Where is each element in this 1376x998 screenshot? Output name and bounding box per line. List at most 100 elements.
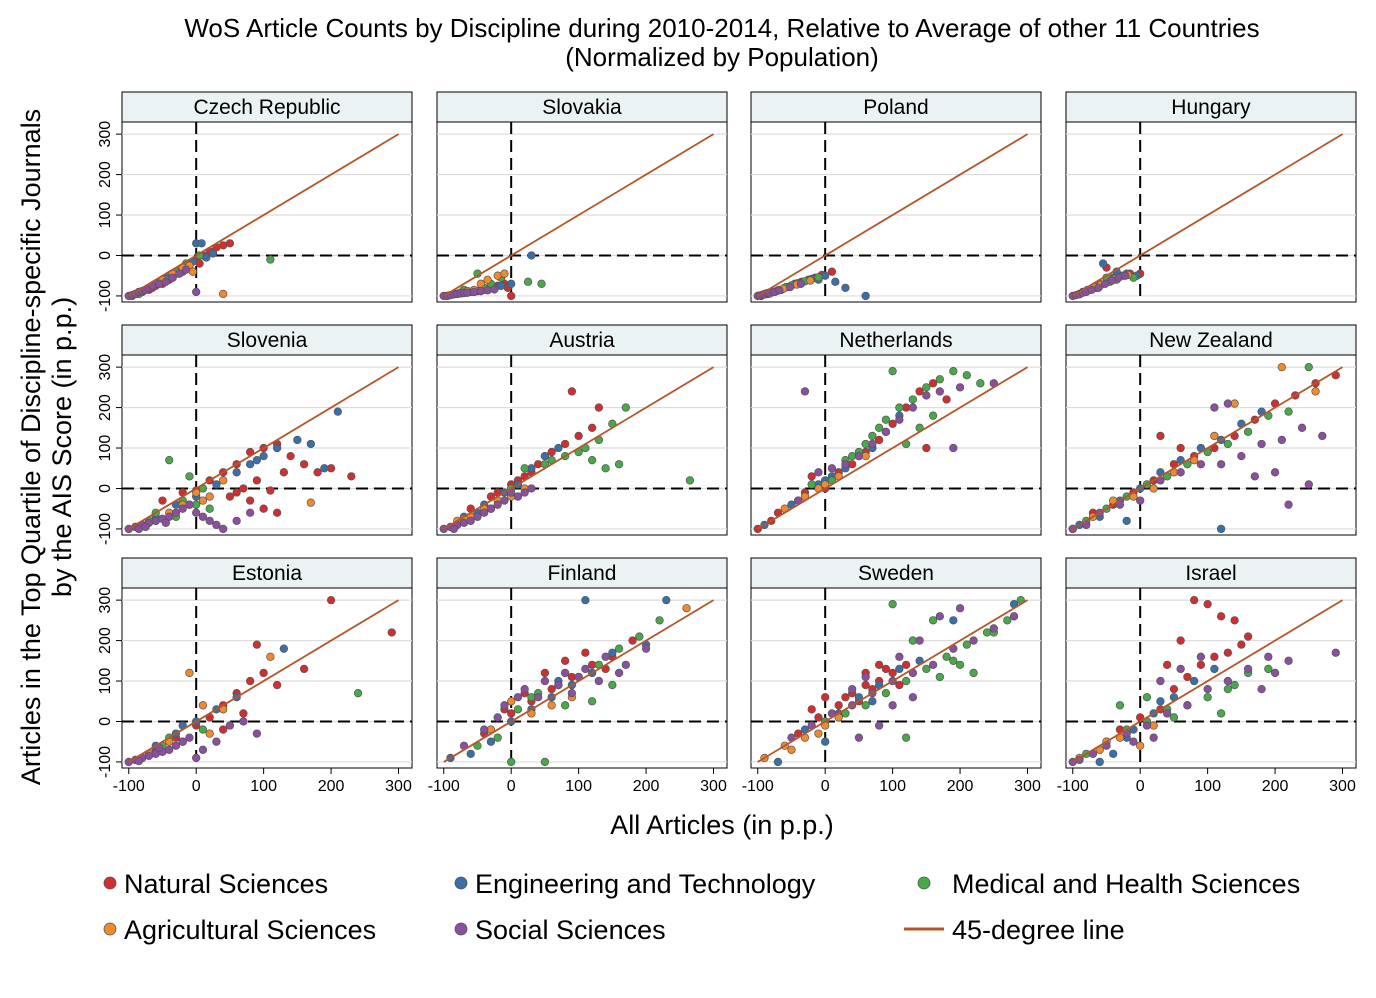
data-point-soc xyxy=(621,660,630,670)
data-point-soc xyxy=(1136,496,1145,505)
data-point-soc xyxy=(908,693,918,702)
data-point-med xyxy=(540,757,550,767)
y-tick-label: 0 xyxy=(97,717,114,726)
data-point-nat xyxy=(507,709,516,718)
data-point-soc xyxy=(1149,733,1158,742)
data-point-med xyxy=(935,375,944,384)
data-point-soc xyxy=(1203,684,1212,694)
data-point-soc xyxy=(473,512,482,521)
data-point-eng xyxy=(245,460,255,469)
data-point-soc xyxy=(969,636,978,645)
legend-label: Medical and Health Sciences xyxy=(952,869,1300,899)
data-point-soc xyxy=(513,492,523,501)
data-point-med xyxy=(922,664,931,674)
legend-item: 45-degree line xyxy=(904,915,1125,945)
x-tick-label: 300 xyxy=(385,778,412,795)
legend-label: Social Sciences xyxy=(475,915,666,945)
legend-label: Natural Sciences xyxy=(124,869,328,899)
panel-title: Slovenia xyxy=(227,329,308,352)
data-point-nat xyxy=(807,472,816,481)
data-point-nat xyxy=(1230,616,1239,625)
panel-strip xyxy=(436,324,728,356)
data-point-soc xyxy=(483,286,492,295)
data-point-eng xyxy=(821,737,830,746)
diagonal-45-degree-line xyxy=(128,366,399,530)
data-point-nat xyxy=(1156,431,1165,441)
legend-marker xyxy=(454,876,468,890)
data-point-med xyxy=(868,431,877,441)
legend-label: Engineering and Technology xyxy=(475,869,816,899)
x-tick-label: 0 xyxy=(192,778,201,795)
data-point-nat xyxy=(547,684,556,694)
diagonal-45-degree-line xyxy=(128,599,399,763)
y-tick-label: 0 xyxy=(97,484,114,493)
data-point-soc xyxy=(219,524,228,534)
panel-strip xyxy=(436,91,728,123)
data-point-nat xyxy=(1196,660,1206,670)
data-point-med xyxy=(1304,362,1313,372)
y-tick-label: 300 xyxy=(97,121,114,148)
data-point-soc xyxy=(175,269,184,278)
data-point-eng xyxy=(1109,749,1118,758)
data-point-soc xyxy=(1304,480,1313,489)
data-point-soc xyxy=(1270,468,1280,477)
panel-title: Israel xyxy=(1185,562,1236,585)
data-point-soc xyxy=(171,508,181,517)
data-point-soc xyxy=(915,636,924,645)
legend-marker xyxy=(103,922,117,936)
data-point-med xyxy=(955,660,965,670)
data-point-nat xyxy=(1243,632,1253,641)
data-point-soc xyxy=(581,664,590,674)
diagonal-45-degree-line xyxy=(443,133,714,297)
data-point-soc xyxy=(463,288,472,297)
y-tick-label: -100 xyxy=(97,746,114,778)
data-point-med xyxy=(922,383,931,392)
data-point-med xyxy=(949,656,958,665)
data-point-med xyxy=(537,279,546,288)
data-point-soc xyxy=(935,387,944,396)
legend-item: Social Sciences xyxy=(454,915,666,945)
data-point-agr xyxy=(500,269,509,278)
panel-strip xyxy=(436,557,728,589)
data-point-soc xyxy=(1210,403,1219,412)
data-point-soc xyxy=(949,443,958,453)
data-point-soc xyxy=(513,693,523,702)
data-point-soc xyxy=(449,524,459,534)
data-point-med xyxy=(587,456,597,465)
data-point-soc xyxy=(1100,279,1110,288)
data-point-nat xyxy=(587,423,597,432)
data-point-soc xyxy=(554,680,563,690)
data-point-med xyxy=(266,255,275,264)
legend: Natural Sciences Engineering and Technolo… xyxy=(103,869,1300,945)
data-point-soc xyxy=(161,277,170,286)
data-point-soc xyxy=(192,508,201,517)
data-point-med xyxy=(1115,701,1125,710)
data-point-soc xyxy=(861,672,870,682)
data-point-nat xyxy=(821,693,830,702)
data-point-soc xyxy=(520,488,529,497)
data-point-agr xyxy=(198,496,208,505)
data-point-soc xyxy=(198,745,208,754)
x-tick-label: 100 xyxy=(565,778,592,795)
data-point-agr xyxy=(787,745,796,754)
data-point-soc xyxy=(165,745,174,754)
data-point-med xyxy=(874,423,884,432)
data-point-nat xyxy=(567,387,577,396)
data-point-soc xyxy=(1223,399,1233,408)
data-point-soc xyxy=(1284,656,1293,665)
data-point-soc xyxy=(1183,701,1192,710)
y-tick-label: 300 xyxy=(97,354,114,381)
chart-title: WoS Article Counts by Discipline during … xyxy=(184,13,1259,43)
data-point-med xyxy=(587,697,597,706)
panel-finland: Finland -100 0 100 200 300 xyxy=(428,557,728,795)
data-point-soc xyxy=(641,644,651,653)
data-point-nat xyxy=(1183,672,1192,682)
data-point-med xyxy=(635,632,644,641)
data-point-soc xyxy=(192,287,201,297)
data-point-nat xyxy=(834,701,843,710)
data-point-nat xyxy=(299,664,309,674)
data-point-nat xyxy=(245,676,255,686)
data-point-eng xyxy=(197,239,206,248)
data-point-agr xyxy=(205,729,214,738)
data-point-soc xyxy=(1176,664,1185,674)
